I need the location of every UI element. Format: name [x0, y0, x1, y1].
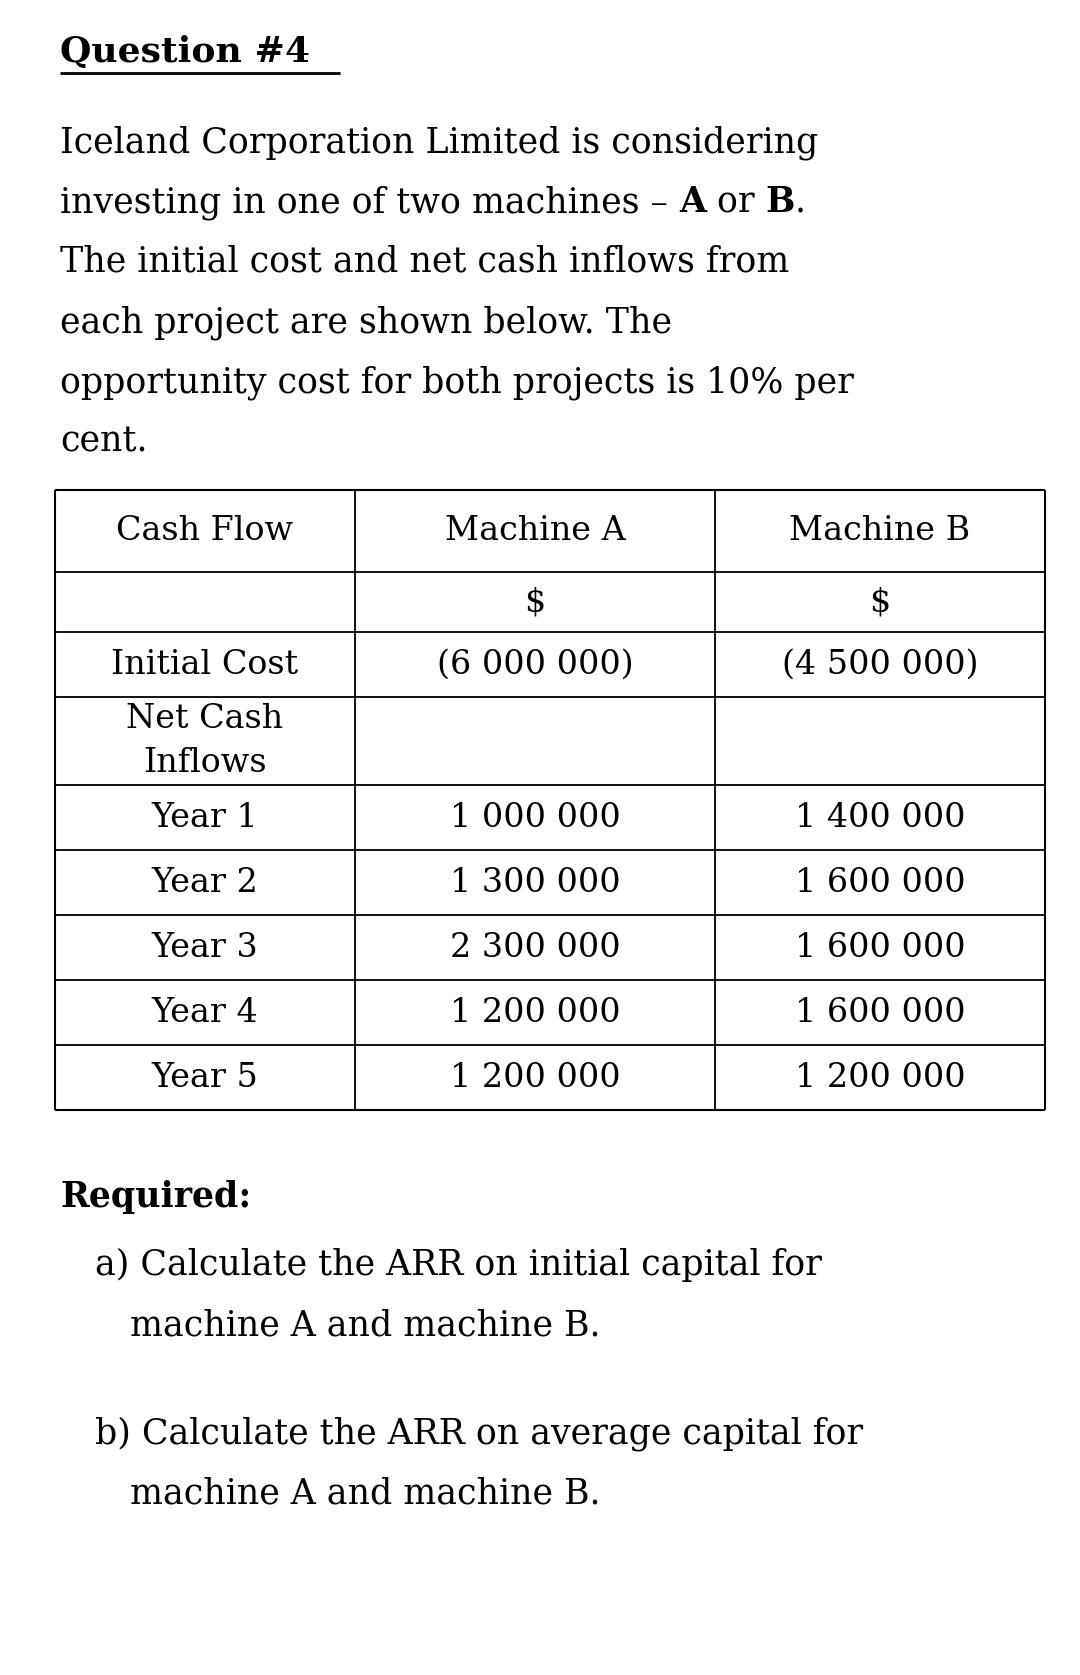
Text: b) Calculate the ARR on average capital for: b) Calculate the ARR on average capital … [95, 1415, 863, 1451]
Text: investing in one of two machines –: investing in one of two machines – [60, 184, 679, 219]
Text: Required:: Required: [60, 1179, 252, 1214]
Text: opportunity cost for both projects is 10% per: opportunity cost for both projects is 10… [60, 365, 854, 400]
Text: 1 200 000: 1 200 000 [795, 1062, 966, 1094]
Text: 1 300 000: 1 300 000 [449, 866, 620, 898]
Text: Year 3: Year 3 [151, 931, 258, 963]
Text: (4 500 000): (4 500 000) [782, 648, 978, 680]
Text: machine A and machine B.: machine A and machine B. [130, 1476, 600, 1509]
Text: 1 600 000: 1 600 000 [795, 866, 966, 898]
Text: (6 000 000): (6 000 000) [436, 648, 633, 680]
Text: Year 4: Year 4 [151, 997, 258, 1028]
Text: 2 300 000: 2 300 000 [449, 931, 620, 963]
Text: The initial cost and net cash inflows from: The initial cost and net cash inflows fr… [60, 245, 789, 280]
Text: Cash Flow: Cash Flow [117, 514, 294, 548]
Text: Machine A: Machine A [445, 514, 625, 548]
Text: 1 600 000: 1 600 000 [795, 931, 966, 963]
Text: Initial Cost: Initial Cost [111, 648, 298, 680]
Text: A: A [679, 184, 706, 219]
Text: 1 200 000: 1 200 000 [449, 997, 620, 1028]
Text: Year 1: Year 1 [151, 802, 258, 834]
Text: 1 000 000: 1 000 000 [449, 802, 620, 834]
Text: cent.: cent. [60, 425, 148, 459]
Text: Net Cash
Inflows: Net Cash Inflows [126, 704, 284, 779]
Text: .: . [795, 184, 806, 219]
Text: a) Calculate the ARR on initial capital for: a) Calculate the ARR on initial capital … [95, 1248, 822, 1281]
Text: Machine B: Machine B [789, 514, 971, 548]
Text: 1 400 000: 1 400 000 [795, 802, 966, 834]
Text: $: $ [525, 586, 545, 618]
Text: Iceland Corporation Limited is considering: Iceland Corporation Limited is consideri… [60, 126, 819, 159]
Text: 1 200 000: 1 200 000 [449, 1062, 620, 1094]
Text: Year 2: Year 2 [151, 866, 258, 898]
Text: 1 600 000: 1 600 000 [795, 997, 966, 1028]
Text: machine A and machine B.: machine A and machine B. [130, 1308, 600, 1342]
Text: or: or [706, 184, 766, 219]
Text: $: $ [869, 586, 891, 618]
Text: each project are shown below. The: each project are shown below. The [60, 305, 672, 340]
Text: B: B [766, 184, 795, 219]
Text: Year 5: Year 5 [151, 1062, 258, 1094]
Text: Question #4: Question #4 [60, 35, 310, 69]
